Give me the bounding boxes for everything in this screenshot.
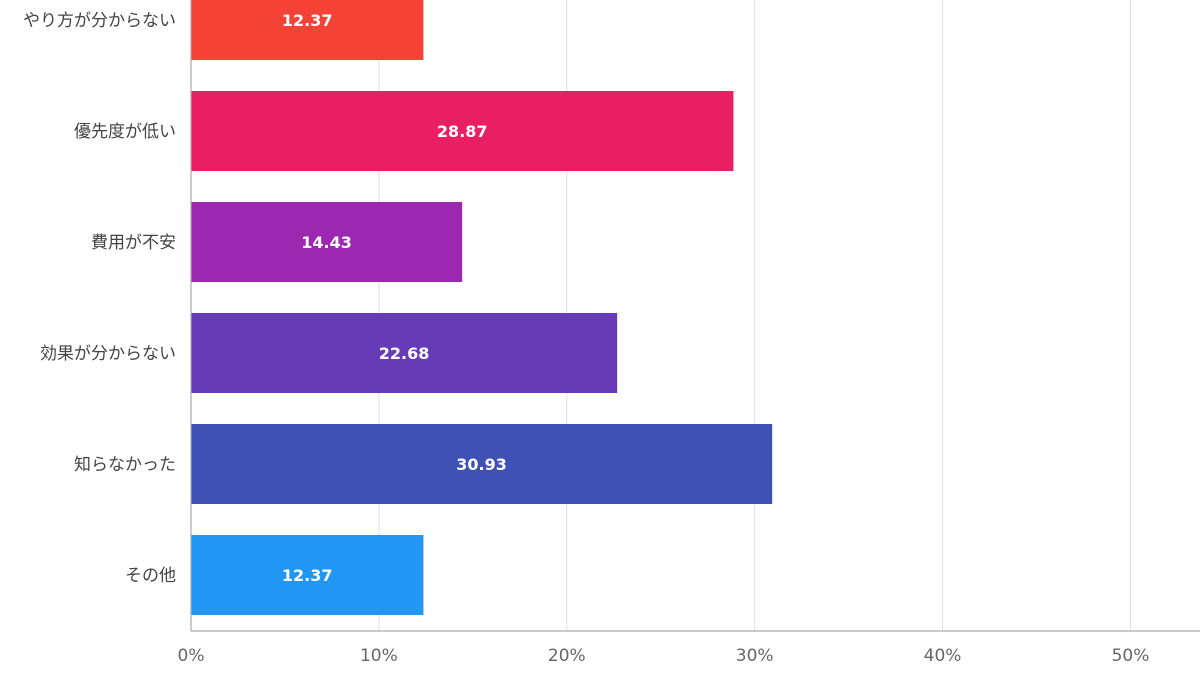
- category-label-2: 費用が不安: [91, 233, 176, 253]
- bar-3: [191, 313, 618, 393]
- bar-1: [191, 91, 734, 171]
- bar-4: [191, 424, 773, 504]
- x-tick-label-0: 0%: [178, 646, 205, 666]
- labels: 12.37 やり方が分からない 28.87 優先度が低い 14.43 費用が不安 22.68…: [23, 11, 1149, 666]
- category-label-3: 効果が分からない: [40, 344, 176, 364]
- bar-value-label-5: 12.37: [282, 566, 333, 585]
- bar-value-label-3: 22.68: [379, 344, 430, 363]
- bar-2: [191, 202, 463, 282]
- category-label-4: 知らなかった: [74, 455, 176, 475]
- bar-value-label-1: 28.87: [437, 122, 488, 141]
- category-label-1: 優先度が低い: [74, 122, 176, 142]
- x-tick-label-40: 40%: [924, 646, 962, 666]
- bar-value-label-0: 12.37: [282, 11, 333, 30]
- category-label-5: その他: [125, 566, 176, 586]
- bar-5: [191, 535, 424, 615]
- axes: [190, 0, 1200, 632]
- bar-0: [191, 0, 424, 60]
- x-tick-label-30: 30%: [736, 646, 774, 666]
- x-tick-label-50: 50%: [1112, 646, 1150, 666]
- bar-value-label-4: 30.93: [456, 455, 507, 474]
- bars: [191, 0, 773, 615]
- bar-value-label-2: 14.43: [301, 233, 352, 252]
- x-tick-label-10: 10%: [360, 646, 398, 666]
- category-label-0: やり方が分からない: [23, 11, 176, 31]
- x-tick-label-20: 20%: [548, 646, 586, 666]
